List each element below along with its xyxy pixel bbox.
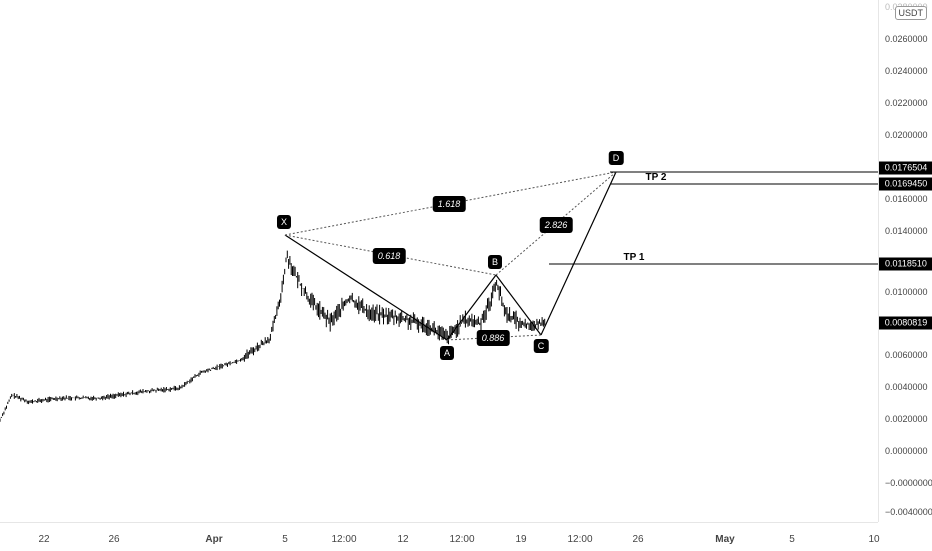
time-label: 10 [868,534,880,545]
price-tick: 0.0060000 [885,350,928,360]
time-label: Apr [205,534,223,545]
point-label-x[interactable]: X [276,215,292,229]
time-label: 26 [108,534,120,545]
price-tick: −0.0040000 [885,507,932,517]
price-tick: 0.0240000 [885,66,928,76]
price-tag-current: 0.0080819 [879,316,932,330]
time-label: 12:00 [567,534,593,545]
price-candles [0,250,546,422]
price-tick: 0.0160000 [885,194,928,204]
pattern-leg-ab[interactable] [446,274,497,341]
time-label: 12:00 [331,534,357,545]
ratio-label-ac[interactable]: 0.886 [476,330,510,346]
chart-area[interactable]: X A B C D 1.618 0.618 2.826 0.886 TP 2 T… [0,0,878,522]
time-scale[interactable]: 22 26 Apr 5 12:00 12 12:00 19 12:00 26 M… [0,522,880,551]
price-tag-tp2-upper: 0.0176504 [879,161,932,175]
price-tick: 0.0140000 [885,226,928,236]
time-label: 5 [789,534,795,545]
price-tick: 0.0260000 [885,34,928,44]
time-label: 19 [515,534,527,545]
currency-selector[interactable]: USDT [894,6,927,20]
point-label-b[interactable]: B [487,255,503,269]
pattern-leg-cd[interactable] [540,171,617,336]
time-label: 22 [38,534,50,545]
time-label: 5 [282,534,288,545]
price-tick: 0.0220000 [885,98,928,108]
point-label-a[interactable]: A [439,346,455,360]
tp1-label: TP 1 [623,252,645,263]
point-label-d[interactable]: D [608,151,624,165]
ratio-label-xd[interactable]: 1.618 [432,196,466,212]
point-label-c[interactable]: C [533,339,549,353]
ratio-label-bd[interactable]: 2.826 [539,217,573,233]
price-tick: 0.0100000 [885,287,928,297]
time-label: May [715,534,735,545]
time-label: 26 [632,534,644,545]
time-label: 12 [397,534,409,545]
price-tick: 0.0020000 [885,414,928,424]
price-scale[interactable]: 0.0280000 0.0260000 0.0240000 0.0220000 … [878,0,932,522]
time-label: 12:00 [449,534,475,545]
pattern-leg-xa[interactable] [284,234,448,341]
tp2-label: TP 2 [645,172,667,183]
price-tick: −0.0000000 [885,478,932,488]
price-tick: 0.0040000 [885,382,928,392]
pattern-leg-bc[interactable] [495,274,542,336]
price-tag-tp1: 0.0118510 [879,257,932,271]
price-tag-tp2-lower: 0.0169450 [879,177,932,191]
ratio-label-xb[interactable]: 0.618 [372,248,406,264]
chart-canvas[interactable] [0,0,878,522]
price-tick: 0.0000000 [885,446,928,456]
price-tick: 0.0200000 [885,130,928,140]
